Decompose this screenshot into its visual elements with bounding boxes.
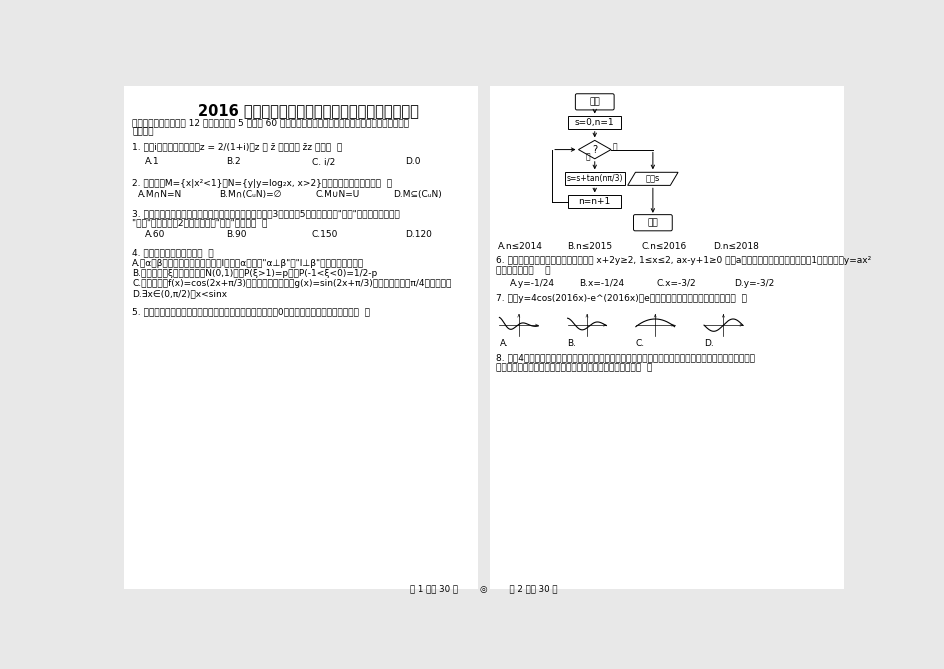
Text: 否: 否	[612, 142, 616, 152]
FancyBboxPatch shape	[564, 173, 624, 185]
Text: D.∃x∈(0,π/2)，x<sinx: D.∃x∈(0,π/2)，x<sinx	[132, 289, 227, 298]
Text: 6. 在平面直角坐标系中，若不等式组｛ x+2y≥2, 1≤x≤2, ax-y+1≥0 ｝（a为常数）表示的区域面积等于1，则抛物线y=ax²: 6. 在平面直角坐标系中，若不等式组｛ x+2y≥2, 1≤x≤2, ax-y+…	[496, 256, 870, 265]
Text: 4. 下列命题中的假命题为（  ）: 4. 下列命题中的假命题为（ ）	[132, 248, 213, 257]
Text: 7. 函数y=4cos(2016x)-e^(2016x)（e为自然对数的底数）的图象可能是（  ）: 7. 函数y=4cos(2016x)-e^(2016x)（e为自然对数的底数）的…	[496, 294, 747, 303]
FancyBboxPatch shape	[125, 86, 478, 589]
Text: 要求的）: 要求的）	[132, 127, 154, 136]
Text: B.2: B.2	[227, 157, 241, 167]
Text: A.y=-1/24: A.y=-1/24	[509, 279, 554, 288]
Text: D.y=-3/2: D.y=-3/2	[733, 279, 774, 288]
Text: A.60: A.60	[145, 230, 165, 240]
Text: n=n+1: n=n+1	[578, 197, 610, 207]
Text: 1. 已知i为虚数单位，复数z = 2/(1+i)，z 与 z̄ 共轭，则 z̄z 等于（  ）: 1. 已知i为虚数单位，复数z = 2/(1+i)，z 与 z̄ 共轭，则 z̄…	[132, 142, 342, 151]
Text: D.n≤2018: D.n≤2018	[713, 242, 758, 251]
Text: 一、选择题（本大题共 12 小题，每小题 5 分，共 60 分，在每小题给出的四个选项中，只有一项是符合题目: 一、选择题（本大题共 12 小题，每小题 5 分，共 60 分，在每小题给出的四…	[132, 119, 409, 128]
Text: 第 1 页共 30 页        ◎        第 2 页共 30 页: 第 1 页共 30 页 ◎ 第 2 页共 30 页	[410, 585, 557, 593]
Text: 结束: 结束	[647, 218, 658, 227]
Text: C.M∪N=U: C.M∪N=U	[315, 189, 360, 199]
Text: B.设随机变量ξ服从正态分布N(0,1)，若P(ξ>1)=p，则P(-1<ξ<0)=1/2-p: B.设随机变量ξ服从正态分布N(0,1)，若P(ξ>1)=p，则P(-1<ξ<0…	[132, 269, 377, 278]
Text: 3. 某学校为了更好的培养尖子生，使其全面发展，决定由3名教师对5个尖子生进行"包教"，要求每名教师的: 3. 某学校为了更好的培养尖子生，使其全面发展，决定由3名教师对5个尖子生进行"…	[132, 209, 399, 219]
Text: ?: ?	[592, 145, 597, 155]
Text: A.设α，β为两个不同平面，若直线l在平面α内，则"α⊥β"是"l⊥β"的必要不充分条件: A.设α，β为两个不同平面，若直线l在平面α内，则"α⊥β"是"l⊥β"的必要不…	[132, 259, 363, 268]
Text: C.: C.	[635, 339, 644, 348]
FancyBboxPatch shape	[567, 195, 620, 209]
Text: s=s+tan(nπ/3): s=s+tan(nπ/3)	[565, 175, 622, 183]
Text: B.: B.	[567, 339, 576, 348]
Text: C.150: C.150	[312, 230, 338, 240]
Text: A.: A.	[498, 339, 508, 348]
Text: 则截面所在平面与底面所在平面所成的锐二面角的正切值为（  ）: 则截面所在平面与底面所在平面所成的锐二面角的正切值为（ ）	[496, 363, 652, 372]
Text: A.n≤2014: A.n≤2014	[497, 242, 542, 251]
Polygon shape	[627, 173, 678, 185]
Text: B.90: B.90	[227, 230, 247, 240]
Text: 开始: 开始	[589, 98, 599, 106]
Text: D.: D.	[703, 339, 713, 348]
Text: 8. 高为4的直三棱柱被刀去一部分后得到一个几何体，它的正视图和三视图中的侧视图、俯视图如图所示，: 8. 高为4的直三棱柱被刀去一部分后得到一个几何体，它的正视图和三视图中的侧视图…	[496, 354, 754, 363]
Text: 2. 已知集合M={x|x²<1}，N={y|y=log₂x, x>2}，则下列结论正确的是（  ）: 2. 已知集合M={x|x²<1}，N={y|y=log₂x, x>2}，则下列…	[132, 179, 392, 188]
Text: C.要得到函数f(x)=cos(2x+π/3)的图象，只需将函数g(x)=sin(2x+π/3)的图象向左平移π/4个单位长度: C.要得到函数f(x)=cos(2x+π/3)的图象，只需将函数g(x)=sin…	[132, 279, 451, 288]
Text: 5. 阅读如图所示的程序框图，若运行相应程序输出的结果为0，则判断框中的条件不可能是（  ）: 5. 阅读如图所示的程序框图，若运行相应程序输出的结果为0，则判断框中的条件不可…	[132, 308, 370, 316]
Text: 输出s: 输出s	[645, 175, 659, 183]
Text: B.M∩(CᵤN)=∅: B.M∩(CᵤN)=∅	[219, 189, 281, 199]
Text: A.M∩N=N: A.M∩N=N	[138, 189, 181, 199]
Text: C.x=-3/2: C.x=-3/2	[656, 279, 696, 288]
Text: "包教"学生不超过2人，则不同的"包教"方案有（  ）: "包教"学生不超过2人，则不同的"包教"方案有（ ）	[132, 218, 267, 227]
Text: A.1: A.1	[145, 157, 160, 167]
FancyBboxPatch shape	[567, 116, 620, 129]
Text: D.0: D.0	[404, 157, 420, 167]
Text: D.M⊆(CᵤN): D.M⊆(CᵤN)	[393, 189, 442, 199]
Text: D.120: D.120	[404, 230, 431, 240]
Polygon shape	[578, 140, 611, 159]
Text: 是: 是	[585, 153, 589, 162]
Text: C. i/2: C. i/2	[312, 157, 335, 167]
Text: C.n≤2016: C.n≤2016	[641, 242, 685, 251]
FancyBboxPatch shape	[490, 86, 843, 589]
Text: s=0,n=1: s=0,n=1	[574, 118, 614, 127]
Text: B.x=-1/24: B.x=-1/24	[579, 279, 624, 288]
Text: 的准线方程为（    ）: 的准线方程为（ ）	[496, 266, 550, 275]
Text: B.n≤2015: B.n≤2015	[567, 242, 612, 251]
Text: 2016 年贵州省贵阳一中高考数学模拟试卷（理科）: 2016 年贵州省贵阳一中高考数学模拟试卷（理科）	[197, 104, 418, 118]
FancyBboxPatch shape	[575, 94, 614, 110]
FancyBboxPatch shape	[632, 215, 671, 231]
